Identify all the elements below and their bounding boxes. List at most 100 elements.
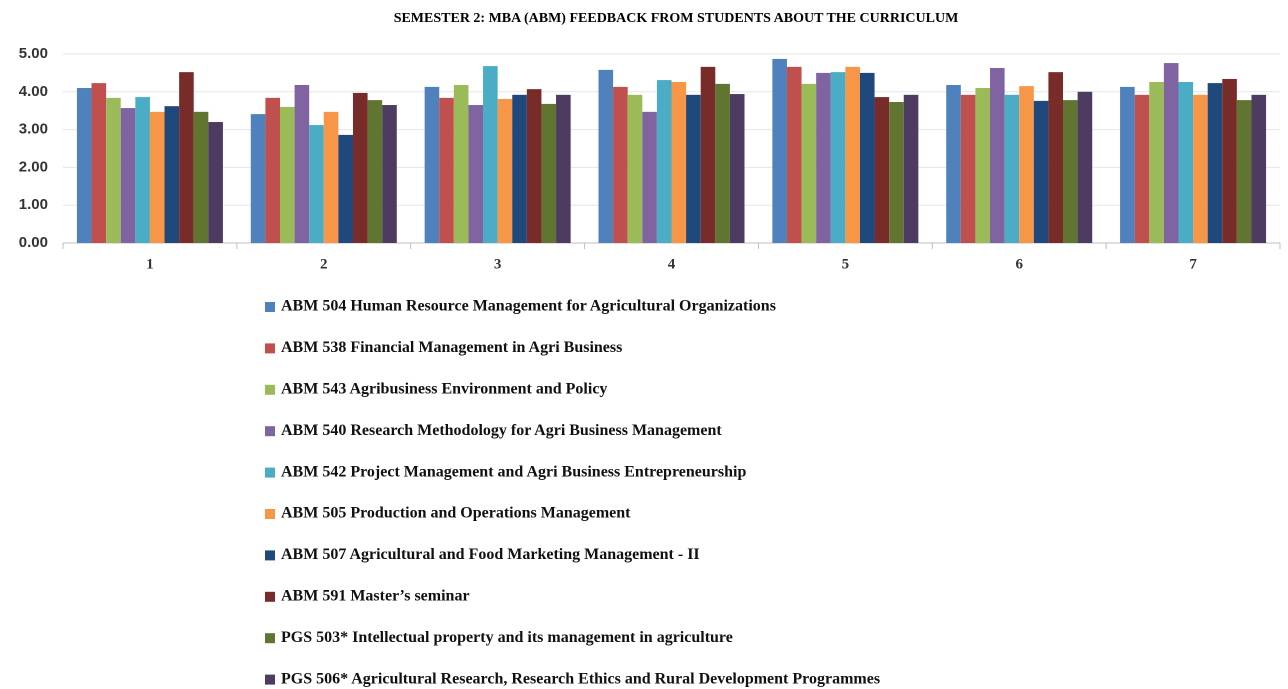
y-tick-label: 0.00 — [19, 234, 48, 251]
bar — [786, 66, 802, 244]
bar — [1236, 100, 1252, 243]
bar — [671, 81, 687, 243]
legend-swatch — [265, 591, 275, 602]
bar — [309, 125, 324, 243]
legend-swatch — [265, 384, 275, 395]
bar — [1120, 86, 1135, 243]
bar — [859, 72, 875, 244]
x-tick-label: 4 — [668, 256, 676, 272]
bar — [483, 66, 498, 243]
bar — [367, 100, 383, 243]
bar — [1193, 94, 1208, 243]
bar — [265, 97, 280, 244]
legend-label: ABM 507 Agricultural and Food Marketing … — [281, 546, 700, 563]
legend-swatch — [265, 633, 275, 644]
bar — [598, 69, 614, 243]
bar — [323, 111, 339, 243]
bar — [627, 94, 643, 243]
bar — [556, 94, 571, 243]
bar — [903, 94, 919, 243]
y-tick-label: 5.00 — [19, 45, 48, 62]
bar — [352, 92, 368, 244]
legend-label: ABM 505 Production and Operations Manage… — [281, 505, 631, 522]
y-tick-label: 3.00 — [19, 121, 48, 138]
bar — [686, 94, 701, 243]
bar — [135, 97, 150, 243]
bar — [338, 134, 353, 243]
legend-label: ABM 543 Agribusiness Environment and Pol… — [281, 380, 607, 397]
bar — [164, 106, 180, 243]
x-tick-label: 1 — [146, 256, 154, 272]
y-tick-label: 4.00 — [19, 83, 48, 100]
bar — [715, 83, 730, 243]
bar — [382, 105, 397, 243]
bar — [149, 111, 165, 243]
bar — [1251, 94, 1267, 243]
bar — [179, 72, 194, 243]
legend-swatch — [265, 426, 275, 437]
bar — [279, 106, 295, 243]
legend-swatch — [265, 509, 275, 519]
legend-label: ABM 540 Research Methodology for Agri Bu… — [281, 422, 722, 439]
bar — [497, 98, 513, 244]
bar — [1048, 72, 1064, 243]
bar — [526, 89, 542, 244]
bar — [1004, 94, 1020, 243]
y-tick-label: 1.00 — [19, 196, 48, 213]
bar — [193, 111, 209, 243]
bar — [845, 66, 860, 244]
bar — [1163, 63, 1179, 244]
x-tick-label: 6 — [1015, 256, 1023, 272]
bar — [512, 94, 527, 243]
bar — [1178, 81, 1194, 243]
bar — [830, 72, 846, 243]
bar — [453, 84, 469, 243]
legend-swatch — [265, 550, 275, 561]
bar — [294, 84, 310, 243]
bar — [801, 83, 817, 243]
x-tick-label: 7 — [1189, 256, 1197, 272]
bar — [816, 72, 831, 244]
x-tick-label: 5 — [842, 256, 850, 272]
bar — [120, 108, 136, 243]
legend-swatch — [265, 467, 275, 478]
bar — [1222, 78, 1237, 243]
bar — [1033, 100, 1049, 243]
bar — [439, 97, 454, 244]
bar — [1077, 91, 1093, 243]
bar — [1063, 100, 1078, 243]
bar — [424, 86, 440, 243]
legend-label: ABM 591 Master’s seminar — [281, 587, 470, 604]
bar — [250, 114, 266, 244]
legend-swatch — [265, 302, 275, 312]
bar — [1019, 86, 1034, 243]
bar — [960, 94, 976, 243]
bar — [613, 86, 628, 243]
x-tick-label: 2 — [320, 256, 328, 272]
bar — [946, 84, 961, 243]
legend-swatch — [265, 343, 275, 354]
y-tick-label: 2.00 — [19, 158, 48, 175]
bar — [1134, 94, 1150, 243]
bar — [106, 97, 121, 244]
legend-label: ABM 542 Project Management and Agri Busi… — [281, 463, 746, 480]
bar — [700, 66, 716, 244]
legend-swatch — [265, 674, 275, 685]
bar — [208, 122, 223, 243]
bar — [91, 83, 107, 243]
x-tick-label: 3 — [494, 256, 502, 272]
bar — [656, 80, 672, 243]
chart-title: SEMESTER 2: MBA (ABM) FEEDBACK FROM STUD… — [394, 11, 959, 26]
bar — [990, 67, 1005, 244]
bar — [76, 88, 92, 244]
legend-label: PGS 503* Intellectual property and its m… — [281, 629, 733, 646]
bar — [874, 97, 890, 243]
bar — [729, 94, 745, 244]
bar — [468, 105, 484, 243]
legend-label: ABM 504 Human Resource Management for Ag… — [281, 298, 776, 315]
bar — [889, 102, 904, 243]
bar — [772, 58, 787, 243]
bar — [642, 111, 657, 243]
